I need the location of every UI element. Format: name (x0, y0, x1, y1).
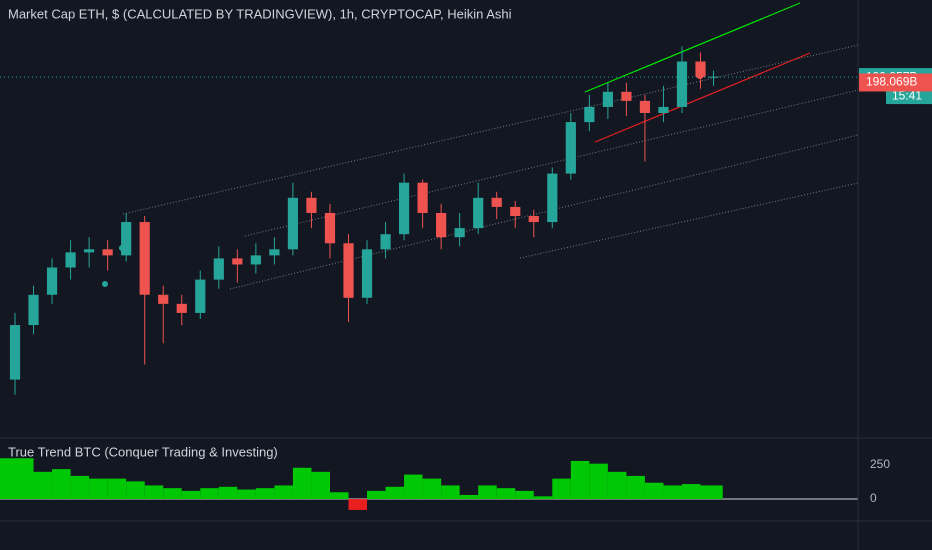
histogram-bar (422, 478, 442, 500)
candle-body (46, 267, 58, 295)
candle-body (658, 106, 669, 113)
candle-body (28, 294, 39, 326)
histogram-bar (570, 460, 590, 500)
candle-body (436, 212, 447, 238)
histogram-bar (255, 488, 275, 500)
histogram-bar (681, 484, 701, 500)
candle-body (102, 249, 113, 256)
candle-body (602, 91, 613, 107)
histogram-bar (70, 475, 90, 500)
candle-body (250, 255, 261, 265)
candle-body (491, 197, 502, 207)
candle-body (528, 216, 539, 223)
histogram-bar (496, 488, 516, 500)
histogram-bar (607, 471, 627, 500)
candle-body (232, 258, 243, 265)
candle-body (454, 228, 465, 238)
marker (696, 71, 704, 79)
candle-body (547, 173, 558, 223)
channel-line (519, 182, 859, 259)
histogram-bar (404, 474, 423, 500)
histogram-bar (292, 467, 312, 500)
candle-body (676, 61, 688, 107)
candle-body (9, 325, 21, 380)
marker (102, 281, 108, 287)
indicator-title: True Trend BTC (Conquer Trading & Invest… (8, 444, 278, 459)
price-label: 198.069B (866, 75, 917, 89)
candle-body (621, 91, 632, 101)
histogram-bar (552, 478, 571, 500)
histogram-bar (200, 488, 219, 500)
histogram-bar (348, 499, 368, 510)
histogram-bar (441, 485, 460, 500)
histogram-bar (329, 492, 349, 500)
histogram-bar (459, 494, 479, 500)
candle-body (158, 294, 169, 304)
candle-body (565, 122, 576, 174)
histogram-bar (626, 475, 645, 500)
candle-body (176, 303, 187, 313)
candle-body (213, 258, 224, 280)
histogram-bar (533, 496, 553, 500)
histogram-bar (144, 485, 164, 500)
candle-body (195, 279, 206, 313)
candle-body (65, 252, 76, 268)
candle-body (269, 249, 280, 256)
candle-body (361, 249, 373, 298)
histogram-bar (89, 478, 108, 500)
candle-body (343, 243, 354, 298)
histogram-bar (181, 490, 201, 500)
histogram-bar (218, 486, 238, 500)
channel-line (244, 89, 859, 237)
histogram-bar (478, 485, 497, 500)
candle-body (380, 234, 391, 250)
histogram-bar (274, 485, 293, 500)
y-tick-label: 250 (870, 457, 890, 471)
histogram-bar (589, 463, 608, 500)
candle-body (473, 197, 484, 229)
candle-body (695, 61, 706, 77)
plot (0, 46, 858, 510)
y-tick-label: 0 (870, 491, 877, 505)
histogram-bar (0, 458, 34, 500)
trend-line (594, 52, 811, 143)
price-label-box (859, 73, 932, 92)
candle-body (510, 206, 521, 217)
histogram-bar (33, 471, 53, 500)
histogram-bar (663, 485, 682, 500)
histogram-bar (700, 485, 714, 500)
marker (119, 245, 125, 251)
histogram-bar (385, 486, 405, 500)
candle-body (84, 249, 95, 253)
histogram-bar (515, 490, 534, 500)
candle-body (639, 100, 651, 113)
histogram-bar (237, 489, 256, 500)
histogram-bar (311, 471, 330, 500)
countdown: 15:41 (892, 88, 922, 102)
candle-body (398, 182, 410, 235)
candle-body (324, 212, 336, 244)
candle-body (708, 76, 719, 78)
candle-body (306, 197, 317, 213)
histogram-bar (107, 478, 127, 500)
histogram-bar (644, 482, 664, 500)
histogram-bar (367, 490, 386, 500)
histogram-bar (52, 469, 71, 500)
candle-body (417, 182, 428, 213)
histogram-bar (126, 481, 145, 500)
histogram-bar (713, 485, 723, 500)
candle-body (139, 222, 150, 295)
histogram-bar (163, 488, 182, 500)
chart-title: Market Cap ETH, $ (CALCULATED BY TRADING… (8, 6, 512, 21)
candle-body (287, 197, 299, 250)
candle-body (584, 106, 595, 123)
candle-body (121, 222, 132, 256)
